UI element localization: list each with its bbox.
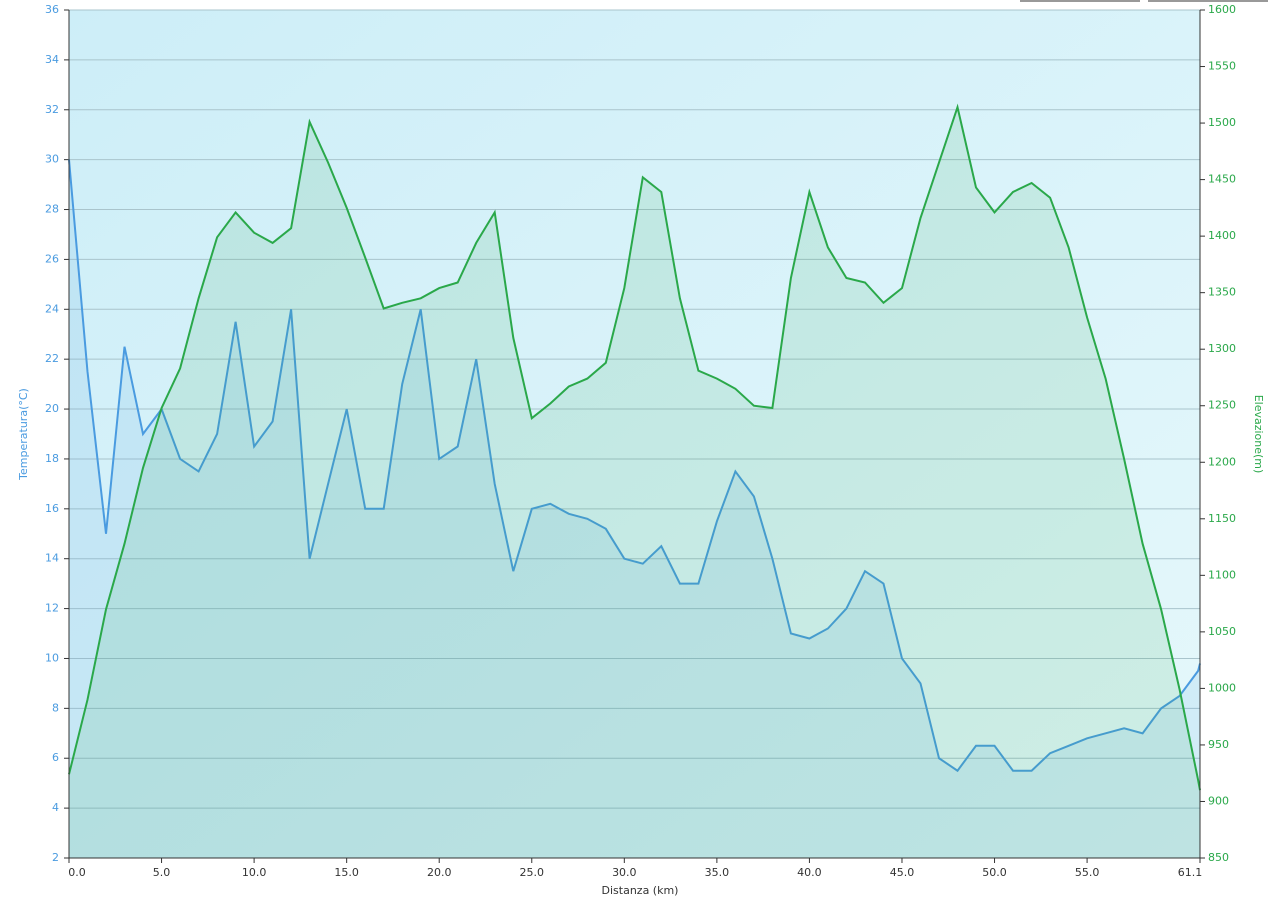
y-tick-label: 6 (52, 751, 59, 764)
line (68, 103, 1201, 791)
y2-tick-label: 1100 (1208, 568, 1236, 581)
y-tick-label: 34 (45, 53, 59, 66)
y-tick-label: 10 (45, 651, 59, 664)
tab[interactable] (1020, 0, 1140, 2)
line (68, 159, 1201, 773)
y-tick-label: 32 (45, 103, 59, 116)
y2-tick-label: 850 (1208, 851, 1229, 864)
x-axis-label: Distanza (km) (602, 884, 679, 897)
x-tick-label: 5.0 (153, 866, 171, 879)
x-tick-label: 55.0 (1075, 866, 1100, 879)
area (69, 159, 1200, 859)
y2-tick-label: 1000 (1208, 681, 1236, 694)
y-tick-label: 18 (45, 452, 59, 465)
y-tick-label: 22 (45, 352, 59, 365)
x-tick-label: 50.0 (982, 866, 1007, 879)
y-tick-label: 4 (52, 801, 59, 814)
y-tick-label: 12 (45, 602, 59, 615)
y2-tick-label: 1200 (1208, 455, 1236, 468)
y2-tick-label: 1350 (1208, 286, 1236, 299)
y-tick-label: 14 (45, 552, 59, 565)
y-tick-label: 8 (52, 701, 59, 714)
y2-tick-label: 1400 (1208, 229, 1236, 242)
y2-tick-label: 1600 (1208, 3, 1236, 16)
y2-axis-label: Elevazione(m) (1252, 395, 1265, 474)
y-tick-label: 16 (45, 502, 59, 515)
plot-area (69, 10, 1200, 858)
y-tick-label: 28 (45, 203, 59, 216)
y-tick-label: 24 (45, 302, 59, 315)
y-axis-label: Temperatura(°C) (17, 388, 30, 481)
x-tick-label: 10.0 (242, 866, 267, 879)
x-tick-label: 30.0 (612, 866, 637, 879)
area (69, 107, 1200, 858)
x-tick-label: 35.0 (705, 866, 730, 879)
x-tick-label: 25.0 (520, 866, 545, 879)
y2-tick-label: 1300 (1208, 342, 1236, 355)
x-tick-label: 45.0 (890, 866, 915, 879)
y2-tick-label: 900 (1208, 794, 1229, 807)
y2-tick-label: 1500 (1208, 116, 1236, 129)
y-tick-label: 30 (45, 153, 59, 166)
y-tick-label: 2 (52, 851, 59, 864)
x-tick-label: 20.0 (427, 866, 452, 879)
tab[interactable] (1148, 0, 1268, 2)
x-tick-label: 0.0 (68, 866, 86, 879)
y2-tick-label: 1050 (1208, 625, 1236, 638)
y-tick-label: 36 (45, 3, 59, 16)
y-tick-label: 26 (45, 252, 59, 265)
y2-tick-label: 1550 (1208, 60, 1236, 73)
y2-tick-label: 1150 (1208, 512, 1236, 525)
y2-tick-label: 950 (1208, 738, 1229, 751)
y-tick-label: 20 (45, 402, 59, 415)
x-tick-label: 40.0 (797, 866, 822, 879)
x-tick-label: 15.0 (334, 866, 359, 879)
x-tick-label: 61.1 (1178, 866, 1203, 879)
y2-tick-label: 1450 (1208, 173, 1236, 186)
y2-tick-label: 1250 (1208, 399, 1236, 412)
